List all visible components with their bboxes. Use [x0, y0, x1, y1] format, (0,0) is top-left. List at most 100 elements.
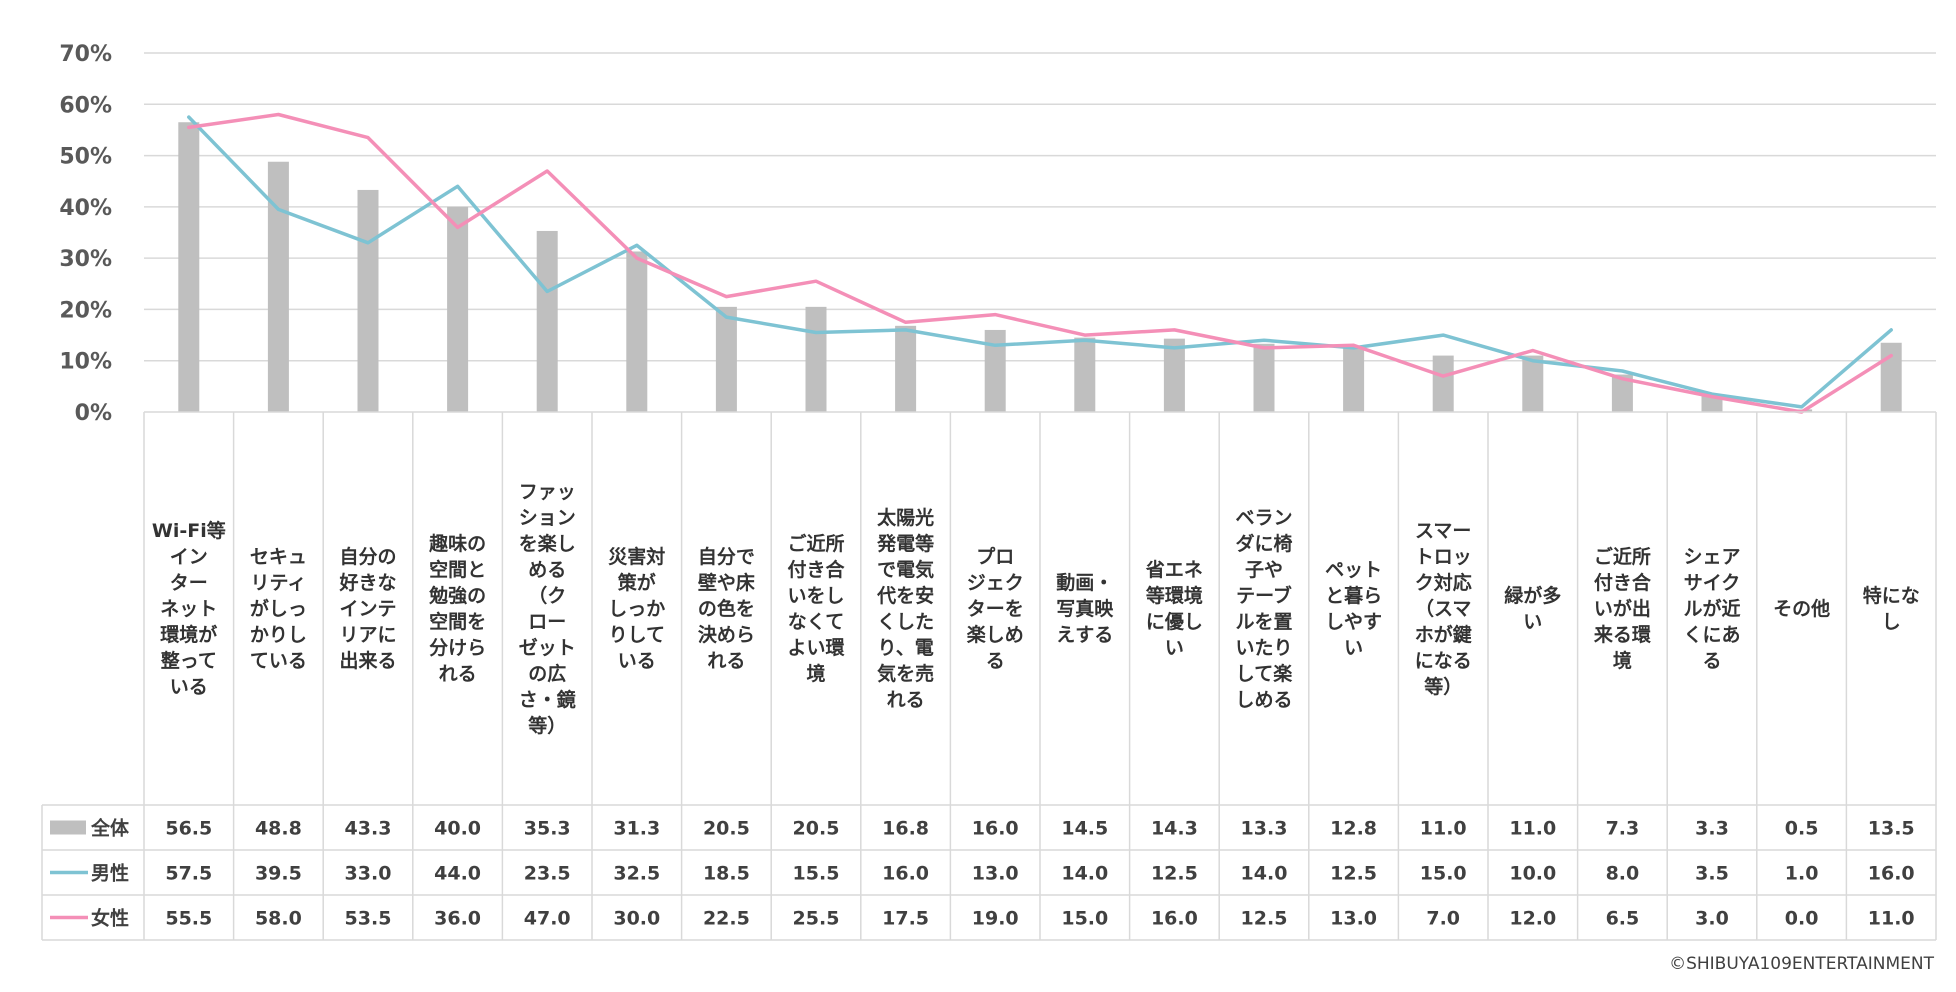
category-label: 自分の好きなインテリアに出来る	[338, 545, 396, 672]
y-tick-label: 70%	[59, 42, 112, 67]
table-row-header: 女性	[91, 907, 129, 930]
bar	[1880, 342, 1902, 412]
data-label: 33.0	[345, 863, 392, 885]
bar	[984, 329, 1006, 412]
bar	[626, 251, 648, 412]
data-label: 3.3	[1695, 818, 1729, 840]
data-label: 16.8	[882, 818, 929, 840]
category-label: プロジェクターを楽しめる	[967, 545, 1024, 672]
data-label: 55.5	[165, 908, 212, 930]
data-label: 15.5	[793, 863, 840, 885]
bar	[1522, 355, 1544, 412]
category-label: ご近所付き合いが出来る環境	[1594, 545, 1652, 672]
data-label: 19.0	[972, 908, 1019, 930]
data-label: 44.0	[434, 863, 481, 885]
data-label: 3.0	[1695, 908, 1729, 930]
data-label: 14.5	[1061, 818, 1108, 840]
data-label: 22.5	[703, 908, 750, 930]
y-tick-label: 0%	[75, 401, 112, 426]
data-label: 18.5	[703, 863, 750, 885]
copyright-text: ©SHIBUYA109ENTERTAINMENT	[1669, 954, 1934, 974]
data-label: 13.5	[1868, 818, 1915, 840]
y-tick-label: 10%	[59, 350, 112, 375]
data-label: 16.0	[1151, 908, 1198, 930]
category-label: 太陽光発電等で電気代を安くしたり、電気を売れる	[876, 506, 934, 711]
category-label: スマートロック対応（スマホが鍵になる等）	[1415, 520, 1472, 698]
table-row-header: 全体	[90, 817, 130, 840]
y-tick-label: 20%	[59, 298, 112, 323]
data-label: 16.0	[972, 818, 1019, 840]
category-label: 特になし	[1863, 585, 1920, 633]
bar	[715, 306, 737, 412]
data-label: 23.5	[524, 863, 571, 885]
data-label: 7.0	[1426, 908, 1460, 930]
data-label: 10.0	[1509, 863, 1556, 885]
category-label: ご近所付き合いをしなくてよい環境	[787, 532, 845, 685]
data-label: 20.5	[703, 818, 750, 840]
bar	[1611, 374, 1633, 412]
data-label: 14.0	[1241, 863, 1288, 885]
category-label: 災害対策がしっかりしている	[608, 545, 665, 672]
y-tick-label: 30%	[59, 247, 112, 272]
data-label: 12.5	[1330, 863, 1377, 885]
data-label: 40.0	[434, 818, 481, 840]
data-label: 39.5	[255, 863, 302, 885]
category-label: シェアサイクルが近くにある	[1683, 546, 1740, 672]
data-label: 32.5	[613, 863, 660, 885]
data-label: 31.3	[613, 818, 660, 840]
data-label: 36.0	[434, 908, 481, 930]
category-label: Wi-Fi等インターネット環境が整っている	[152, 519, 226, 698]
bar	[536, 230, 558, 412]
data-label: 12.8	[1330, 818, 1377, 840]
bar	[1701, 395, 1723, 412]
data-label: 30.0	[613, 908, 660, 930]
category-label: 省エネ等環境に優しい	[1145, 559, 1203, 659]
y-tick-label: 50%	[59, 145, 112, 170]
data-label: 35.3	[524, 818, 571, 840]
y-tick-label: 60%	[59, 93, 112, 118]
data-label: 3.5	[1695, 863, 1729, 885]
data-label: 14.3	[1151, 818, 1198, 840]
data-label: 11.0	[1868, 908, 1915, 930]
data-label: 56.5	[165, 818, 212, 840]
bar	[805, 306, 827, 412]
data-label: 7.3	[1606, 818, 1640, 840]
data-label: 6.5	[1606, 908, 1640, 930]
data-label: 53.5	[345, 908, 392, 930]
data-label: 12.5	[1151, 863, 1198, 885]
data-label: 58.0	[255, 908, 302, 930]
data-label: 8.0	[1606, 863, 1640, 885]
data-label: 48.8	[255, 818, 302, 840]
data-label: 13.0	[1330, 908, 1377, 930]
bar	[1074, 337, 1096, 412]
category-label: 趣味の空間と勉強の空間を分けられる	[428, 532, 486, 685]
category-label: 緑が多い	[1504, 584, 1561, 633]
data-label: 13.3	[1241, 818, 1288, 840]
bar	[178, 122, 200, 412]
data-label: 12.5	[1241, 908, 1288, 930]
series-line-male	[187, 115, 1893, 409]
table-row-header: 男性	[91, 862, 129, 885]
data-label: 16.0	[1868, 863, 1915, 885]
category-label: ファッションを楽しめる（クローゼットの広さ・鏡等）	[519, 481, 576, 737]
legend-key-bar	[50, 820, 86, 835]
bar	[357, 189, 379, 412]
data-label: 43.3	[345, 818, 392, 840]
bar	[267, 161, 289, 412]
data-label: 16.0	[882, 863, 929, 885]
data-label: 15.0	[1420, 863, 1467, 885]
data-label: 11.0	[1509, 818, 1556, 840]
data-label: 17.5	[882, 908, 929, 930]
bar	[1163, 338, 1185, 412]
data-label: 47.0	[524, 908, 571, 930]
data-label: 12.0	[1509, 908, 1556, 930]
bar	[447, 206, 469, 412]
category-label: ペットと暮らしやすい	[1325, 559, 1382, 659]
data-label: 15.0	[1061, 908, 1108, 930]
category-label: 自分で壁や床の色を決められる	[698, 545, 755, 672]
data-label: 20.5	[793, 818, 840, 840]
series-line-female	[187, 112, 1893, 414]
data-label: 11.0	[1420, 818, 1467, 840]
data-label: 0.5	[1785, 818, 1819, 840]
